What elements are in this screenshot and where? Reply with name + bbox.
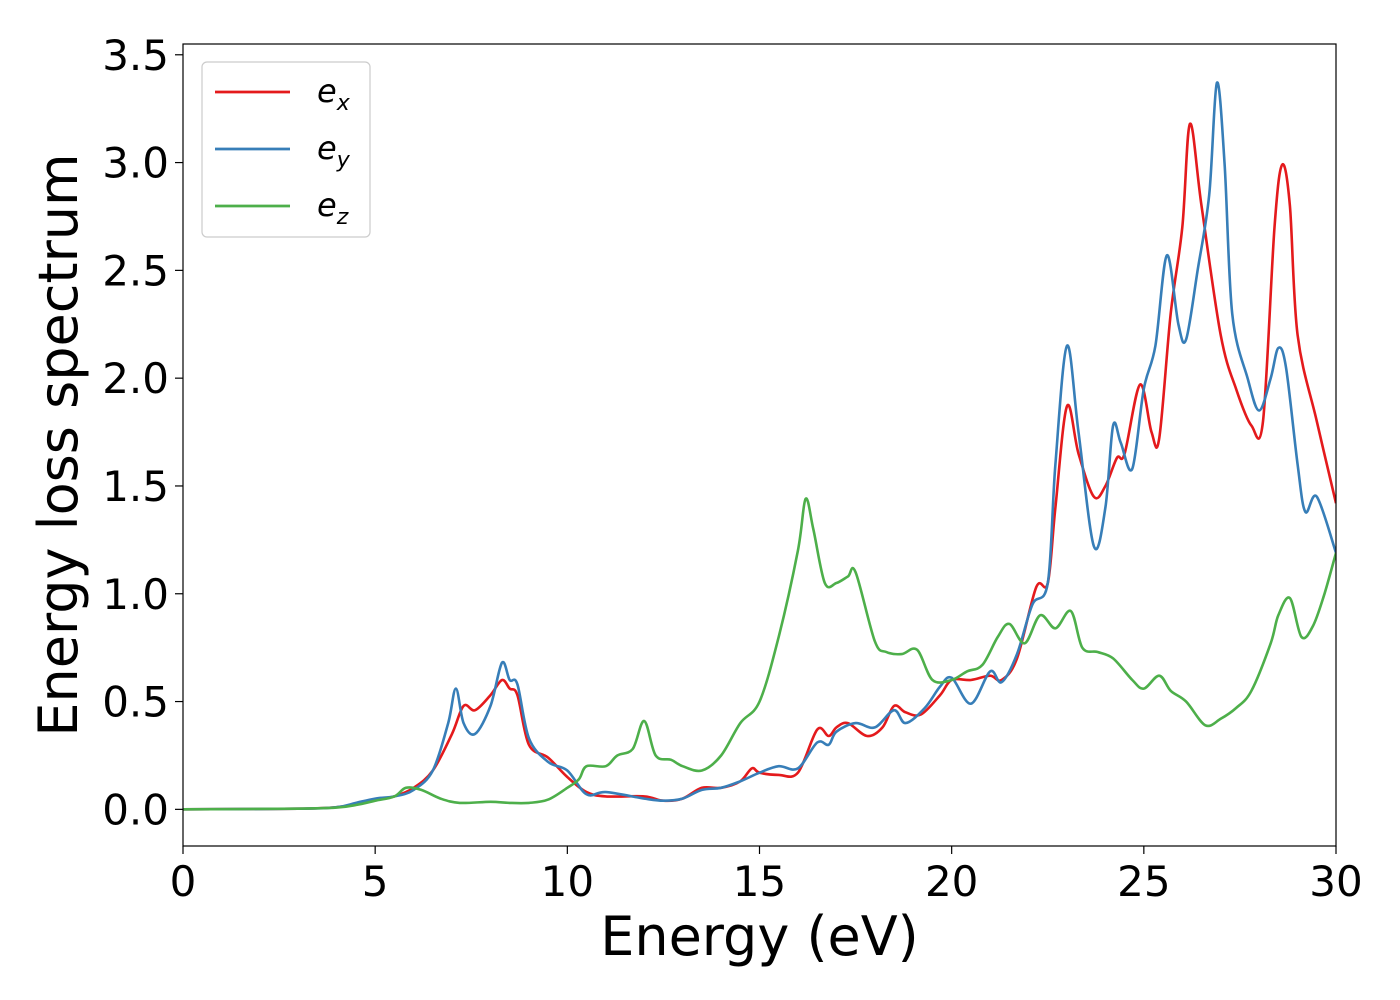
y-axis-title: Energy loss spectrum <box>27 153 90 736</box>
y-tick-label: 0.5 <box>102 678 169 727</box>
y-tick-label: 2.0 <box>102 354 169 403</box>
series-line-e-x <box>183 122 1336 811</box>
y-tick-label: 3.0 <box>102 139 169 188</box>
x-tick-label: 30 <box>1309 857 1362 906</box>
series-line-e-y <box>183 81 1336 811</box>
y-tick-label: 0.0 <box>102 785 169 834</box>
legend-label: ez <box>317 186 349 230</box>
y-tick-label: 1.5 <box>102 462 169 511</box>
x-tick-label: 5 <box>362 857 389 906</box>
x-tick-label: 25 <box>1117 857 1170 906</box>
y-axis-ticks: 0.0 0.5 1.0 1.5 2.0 2.5 3.0 3.5 <box>102 31 183 834</box>
legend-label: ex <box>317 72 351 116</box>
x-tick-label: 10 <box>541 857 594 906</box>
x-axis-ticks: 0 5 10 15 20 25 30 <box>170 846 1363 906</box>
x-tick-label: 20 <box>925 857 978 906</box>
x-tick-label: 0 <box>170 857 197 906</box>
legend-label: ey <box>317 129 351 173</box>
series-line-e-z <box>183 497 1336 811</box>
x-tick-label: 15 <box>733 857 786 906</box>
x-axis-title: Energy (eV) <box>600 905 919 968</box>
y-tick-label: 1.0 <box>102 570 169 619</box>
legend: ex ey ez <box>201 61 371 238</box>
y-tick-label: 3.5 <box>102 31 169 80</box>
series-layer <box>183 81 1336 811</box>
y-tick-label: 2.5 <box>102 246 169 295</box>
